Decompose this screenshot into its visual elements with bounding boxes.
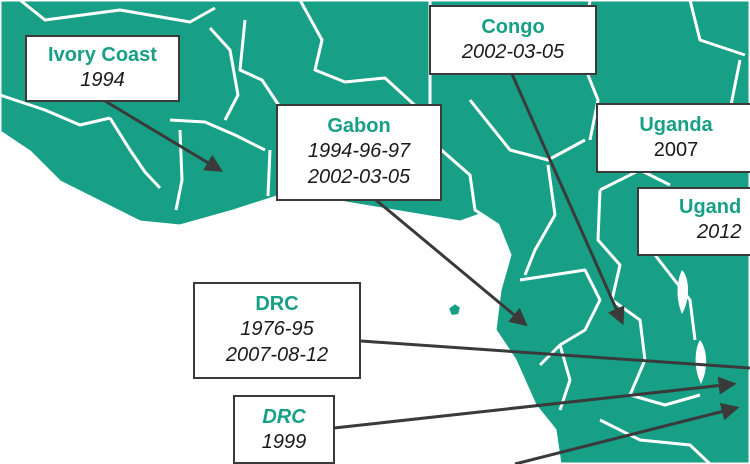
label-congo: Congo 2002-03-05 — [429, 5, 597, 75]
arrow-ivory-coast — [104, 99, 224, 172]
arrows — [104, 73, 750, 464]
outbreak-year: 1976-95 — [240, 318, 314, 340]
outbreak-year: 1994 — [80, 69, 125, 91]
country-name: Ivory Coast — [48, 44, 157, 66]
arrow-drc-1999 — [333, 376, 737, 430]
country-name: Gabon — [327, 115, 391, 137]
arrow-bottom — [514, 402, 740, 464]
outbreak-year: 2002-03-05 — [307, 166, 411, 188]
arrow-drc-1976 — [360, 339, 750, 370]
bioko-island — [446, 301, 463, 318]
label-gabon: Gabon 1994-96-97 2002-03-05 — [276, 104, 442, 201]
arrow-gabon — [375, 198, 528, 327]
arrow-congo — [510, 73, 625, 326]
outbreak-year: 1999 — [261, 431, 307, 453]
country-name: DRC — [255, 293, 299, 315]
country-name: Uganda — [639, 114, 713, 136]
country-name: Congo — [481, 16, 545, 38]
label-ivory-coast: Ivory Coast 1994 — [25, 35, 180, 102]
outbreak-year: 2007 — [653, 139, 699, 161]
outbreak-year: 2012 — [697, 221, 742, 243]
lake — [677, 270, 688, 314]
label-uganda-2012: Ugand 2012 — [637, 187, 750, 256]
country-name: Ugand — [679, 196, 742, 218]
lake — [695, 340, 707, 384]
label-drc-1976: DRC 1976-95 2007-08-12 — [193, 282, 361, 379]
country-name: DRC — [262, 406, 306, 428]
label-uganda-2007: Uganda 2007 — [596, 103, 750, 173]
outbreak-year: 1994-96-97 — [307, 140, 411, 162]
label-drc-1999: DRC 1999 — [233, 395, 335, 464]
outbreak-year: 2002-03-05 — [461, 41, 565, 63]
outbreak-year: 2007-08-12 — [225, 344, 329, 366]
